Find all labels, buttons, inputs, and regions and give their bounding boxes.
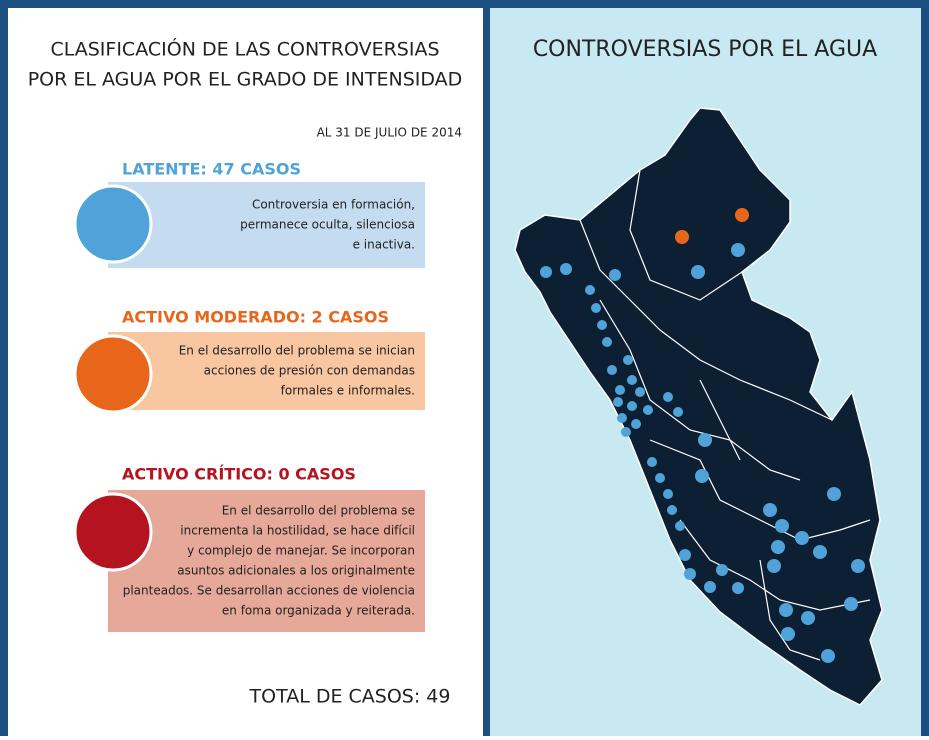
level-description: planteados. Se desarrollan acciones de v…	[123, 584, 415, 598]
left-title: CLASIFICACIÓN DE LAS CONTROVERSIAS	[50, 37, 439, 61]
total: TOTAL DE CASOS: 49	[249, 686, 451, 708]
moderate-dots	[675, 208, 749, 244]
level-box	[108, 332, 425, 410]
right-title: CONTROVERSIAS POR EL AGUA	[533, 37, 877, 62]
left-title: POR EL AGUA POR EL GRADO DE INTENSIDAD	[28, 69, 463, 91]
level-box	[108, 490, 425, 632]
level-heading: ACTIVO MODERADO: 2 CASOS	[122, 308, 389, 327]
level-heading: ACTIVO CRÍTICO: 0 CASOS	[122, 465, 356, 484]
map	[514, 107, 883, 706]
case-dots	[540, 243, 865, 663]
level-description: en foma organizada y reiterada.	[222, 604, 415, 618]
level-circle	[73, 184, 153, 264]
level-description: y complejo de manejar. Se incorporan	[187, 544, 415, 558]
date: AL 31 DE JULIO DE 2014	[317, 126, 462, 140]
peru-outline	[514, 107, 883, 706]
level-box	[108, 182, 425, 268]
level-description: En el desarrollo del problema se inician	[179, 344, 415, 358]
levels: LATENTE: 47 CASOS Controversia en formaci…	[73, 160, 425, 632]
level-description: formales e informales.	[281, 384, 415, 398]
level-circle	[73, 334, 153, 414]
level-description: incrementa la hostilidad, se hace difíci…	[180, 524, 415, 538]
level-description: acciones de presión con demandas	[204, 364, 415, 378]
level-description: Controversia en formación,	[252, 198, 415, 212]
level-description: En el desarrollo del problema se	[222, 504, 415, 518]
level-description: permanece oculta, silenciosa	[240, 218, 415, 232]
level-heading: LATENTE: 47 CASOS	[122, 160, 301, 179]
region-borders	[579, 169, 871, 661]
level-description: asuntos adicionales a los originalmente	[177, 564, 415, 578]
level-circle	[73, 492, 153, 572]
level-description: e inactiva.	[353, 238, 415, 252]
